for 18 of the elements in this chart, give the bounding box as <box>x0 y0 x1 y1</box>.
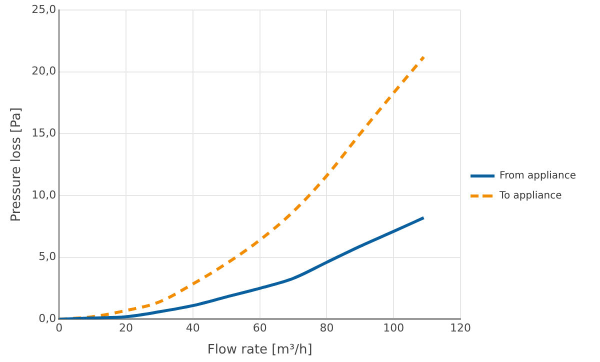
y-axis-title: Pressure loss [Pa] <box>9 107 24 222</box>
x-axis-title: Flow rate [m³/h] <box>207 342 312 358</box>
x-tick-label: 40 <box>186 322 200 335</box>
y-tick-label: 5,0 <box>38 250 56 264</box>
y-tick-label: 20,0 <box>32 64 56 78</box>
x-tick-label: 100 <box>383 322 404 335</box>
line-series <box>59 216 426 320</box>
x-tick-label: 120 <box>450 322 472 335</box>
y-tick-label: 15,0 <box>32 126 56 140</box>
y-tick-label: 0,0 <box>38 312 56 326</box>
legend-label: To appliance <box>498 190 562 202</box>
x-tick-label: 20 <box>119 322 133 335</box>
legend-label: From appliance <box>500 170 576 182</box>
x-tick-label: 60 <box>252 322 267 335</box>
x-tick-label: 0 <box>56 322 63 335</box>
y-tick-label: 25,0 <box>32 2 56 16</box>
x-tick-label: 80 <box>320 322 334 335</box>
y-tick-label: 10,0 <box>32 188 56 202</box>
